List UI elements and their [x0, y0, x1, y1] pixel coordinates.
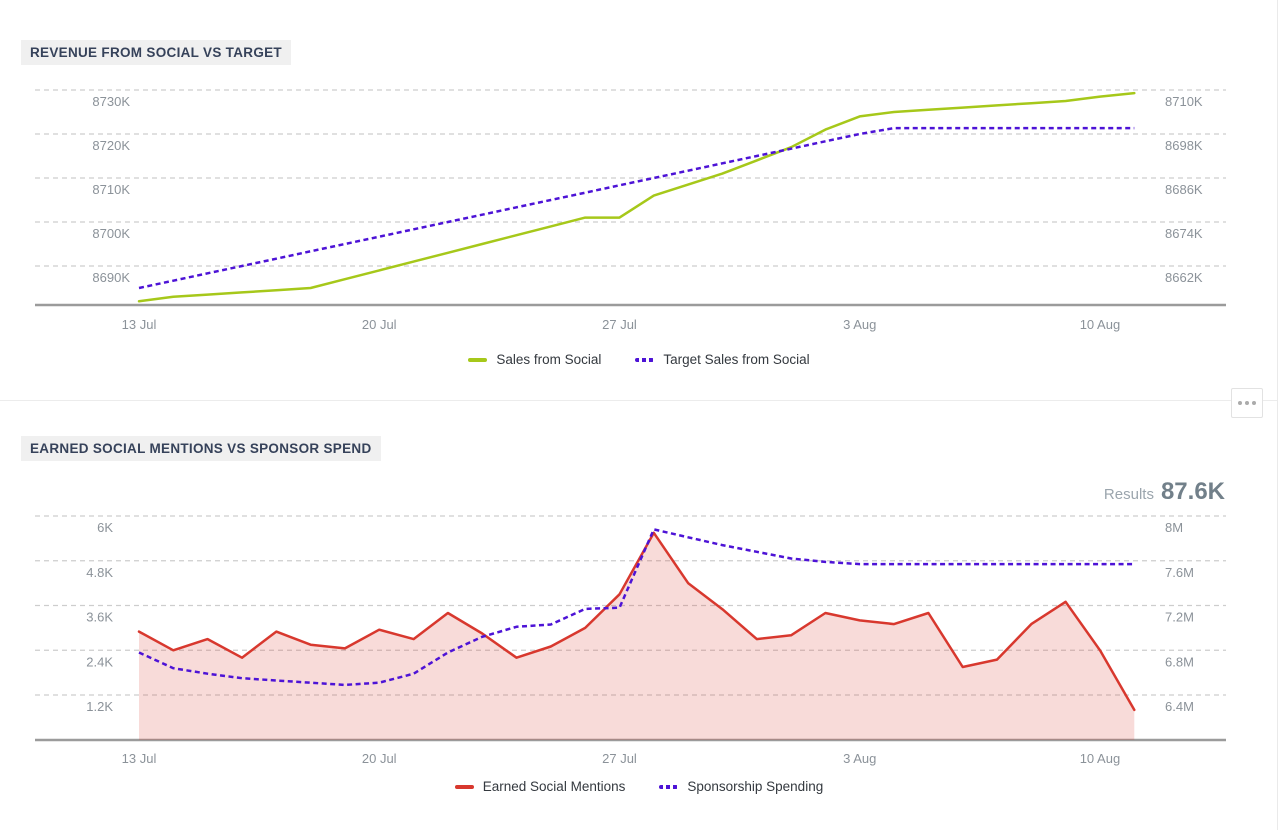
left-axis-tick-label: 3.6K [86, 610, 113, 625]
results-summary: Results 87.6K [1104, 478, 1225, 506]
right-axis-tick-label: 8698K [1165, 138, 1203, 153]
x-axis-tick-label: 27 Jul [602, 317, 637, 332]
results-value: 87.6K [1160, 478, 1225, 505]
ellipsis-icon [1245, 401, 1249, 405]
chart2-title: EARNED SOCIAL MENTIONS VS SPONSOR SPEND [21, 436, 381, 461]
series-line [138, 528, 1135, 687]
legend-label: Sales from Social [496, 352, 602, 367]
left-axis-tick-label: 8720K [92, 138, 130, 153]
series-line [137, 531, 1136, 712]
x-axis-tick-label: 3 Aug [843, 317, 876, 332]
ellipsis-icon [1252, 401, 1256, 405]
left-axis-tick-label: 8690K [92, 270, 130, 285]
x-axis-tick-label: 3 Aug [843, 751, 876, 766]
legend-item-sales-from-social[interactable]: Sales from Social [468, 352, 601, 367]
left-axis-tick-label: 4.8K [86, 565, 113, 580]
results-label: Results [1103, 486, 1154, 503]
legend-swatch-dashed [635, 357, 655, 362]
legend-swatch-solid [454, 784, 474, 789]
right-axis-tick-label: 7.6M [1165, 565, 1194, 580]
x-axis-tick-label: 10 Aug [1080, 317, 1121, 332]
legend-item-sponsorship-spending[interactable]: Sponsorship Spending [659, 779, 823, 794]
right-axis-tick-label: 8710K [1165, 94, 1203, 109]
x-axis-tick-label: 13 Jul [122, 317, 157, 332]
legend-label: Target Sales from Social [663, 352, 810, 367]
left-axis-tick-label: 6K [97, 520, 113, 535]
legend-item-earned-social-mentions[interactable]: Earned Social Mentions [454, 779, 626, 794]
right-axis-tick-label: 8662K [1165, 270, 1203, 285]
left-axis-tick-label: 1.2K [86, 699, 113, 714]
more-options-button[interactable] [1231, 388, 1263, 418]
section-divider [0, 400, 1278, 401]
left-axis-tick-label: 2.4K [86, 654, 113, 669]
x-axis-tick-label: 20 Jul [362, 751, 397, 766]
right-axis-tick-label: 6.8M [1165, 654, 1194, 669]
series-area [139, 532, 1135, 740]
legend-label: Sponsorship Spending [687, 779, 824, 794]
left-axis-tick-label: 8710K [92, 182, 130, 197]
right-axis-tick-label: 8686K [1165, 182, 1203, 197]
left-axis-tick-label: 8700K [92, 226, 130, 241]
right-axis-tick-label: 8M [1165, 520, 1183, 535]
legend-swatch-solid [468, 357, 488, 362]
x-axis-tick-label: 20 Jul [362, 317, 397, 332]
legend-swatch-dashed [659, 784, 679, 789]
ellipsis-icon [1238, 401, 1242, 405]
right-axis-tick-label: 7.2M [1165, 610, 1194, 625]
chart1-legend: Sales from Social Target Sales from Soci… [0, 352, 1278, 367]
x-axis-tick-label: 10 Aug [1080, 751, 1121, 766]
right-axis-tick-label: 8674K [1165, 226, 1203, 241]
chart1-title: REVENUE FROM SOCIAL VS TARGET [21, 40, 291, 65]
x-axis-tick-label: 13 Jul [122, 751, 157, 766]
legend-item-target-sales-from-social[interactable]: Target Sales from Social [635, 352, 810, 367]
left-axis-tick-label: 8730K [92, 94, 130, 109]
right-axis-tick-label: 6.4M [1165, 699, 1194, 714]
series-line [138, 126, 1135, 290]
legend-label: Earned Social Mentions [482, 779, 626, 794]
chart2-legend: Earned Social Mentions Sponsorship Spend… [0, 779, 1278, 794]
series-line [137, 91, 1136, 303]
x-axis-tick-label: 27 Jul [602, 751, 637, 766]
